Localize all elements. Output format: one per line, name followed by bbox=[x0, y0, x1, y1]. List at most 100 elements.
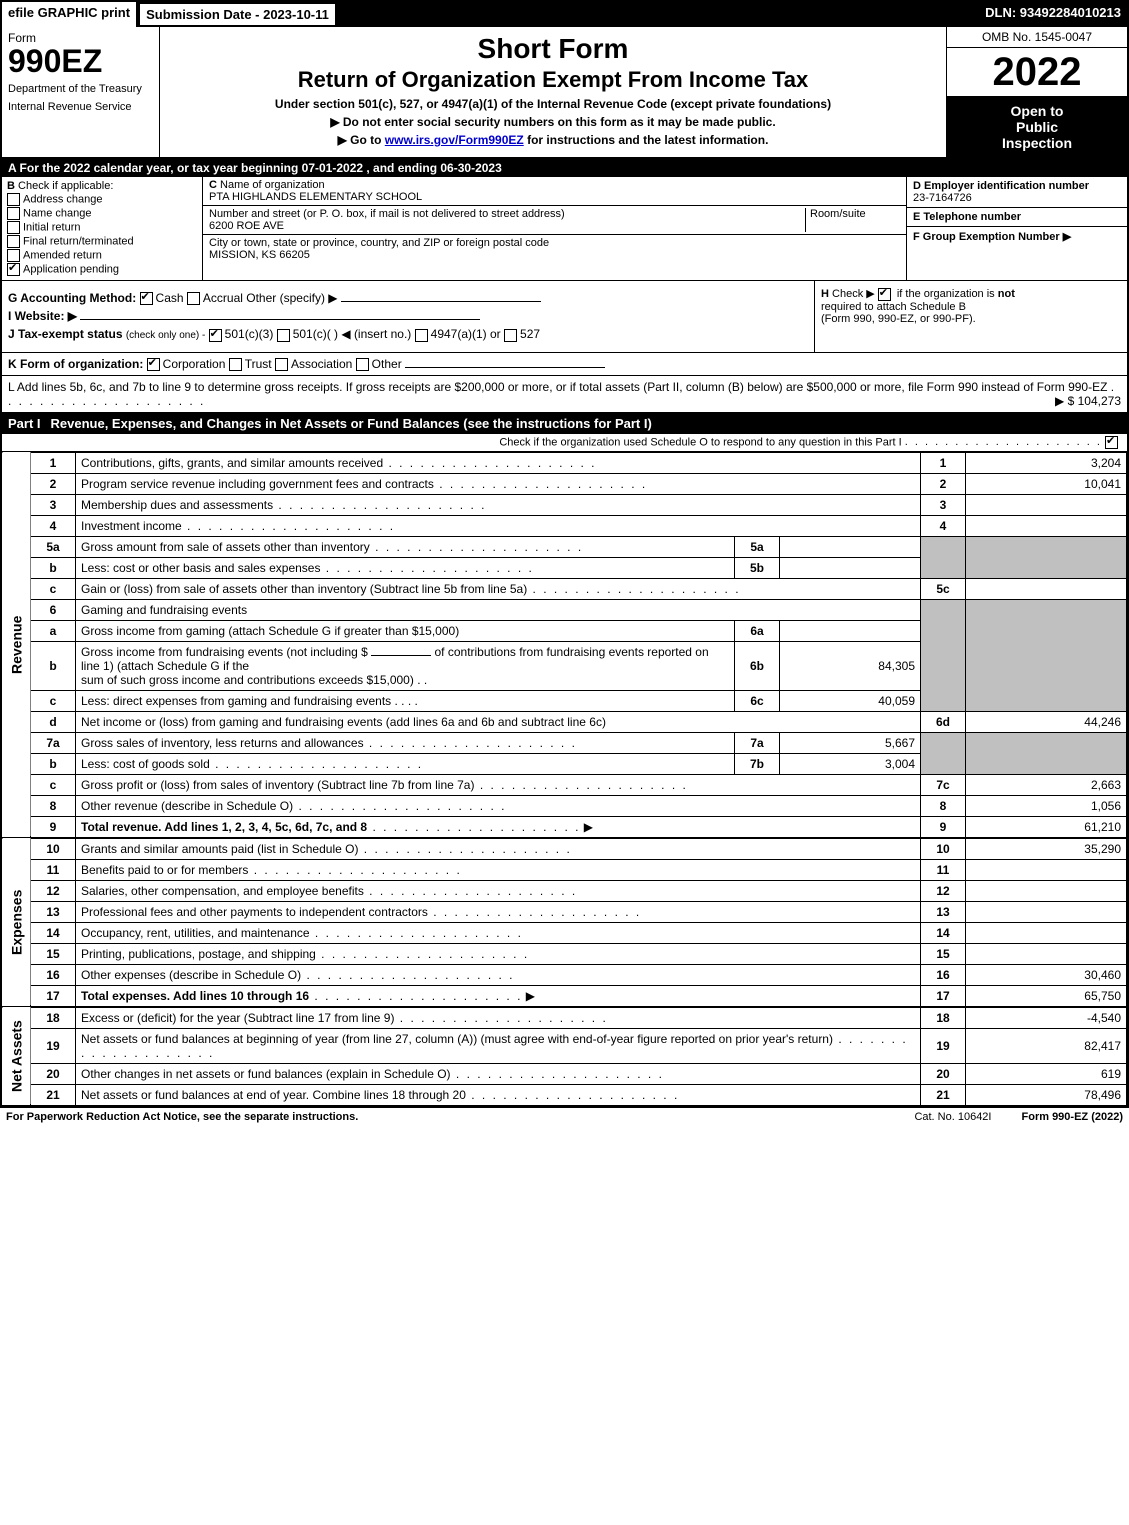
h-text1: Check ▶ bbox=[832, 288, 875, 300]
l-text: L Add lines 5b, 6c, and 7b to line 9 to … bbox=[8, 380, 1107, 394]
chk-schedule-b[interactable] bbox=[878, 288, 891, 301]
j-4947: 4947(a)(1) or bbox=[431, 327, 501, 341]
chk-name-change[interactable]: Name change bbox=[7, 207, 197, 220]
dept-treasury: Department of the Treasury bbox=[8, 83, 153, 95]
footer: For Paperwork Reduction Act Notice, see … bbox=[0, 1108, 1129, 1126]
d16t: Other expenses (describe in Schedule O) bbox=[81, 968, 301, 982]
gv5 bbox=[966, 536, 1127, 578]
d6b3: sum of such gross income and contributio… bbox=[81, 673, 414, 687]
d7c: Gross profit or (loss) from sales of inv… bbox=[76, 774, 921, 795]
chk-527[interactable] bbox=[504, 329, 517, 342]
v14 bbox=[966, 922, 1127, 943]
chk-initial-return[interactable]: Initial return bbox=[7, 221, 197, 234]
k-other-line[interactable] bbox=[405, 367, 605, 368]
street: 6200 ROE AVE bbox=[209, 220, 284, 232]
chk-amended-return[interactable]: Amended return bbox=[7, 249, 197, 262]
e-label: E Telephone number bbox=[913, 211, 1021, 223]
n7c: c bbox=[31, 774, 76, 795]
r3: 3 bbox=[921, 494, 966, 515]
g-cash: Cash bbox=[156, 291, 184, 305]
d13: Professional fees and other payments to … bbox=[76, 901, 921, 922]
instr-link: ▶ Go to www.irs.gov/Form990EZ for instru… bbox=[168, 133, 938, 147]
r5c: 5c bbox=[921, 578, 966, 599]
line-j: J Tax-exempt status (check only one) - 5… bbox=[8, 327, 808, 341]
line-a: A For the 2022 calendar year, or tax yea… bbox=[2, 159, 1127, 177]
g5 bbox=[921, 536, 966, 578]
d-label: D Employer identification number bbox=[913, 180, 1089, 192]
d5ct: Gain or (loss) from sale of assets other… bbox=[81, 582, 527, 596]
d6: Gaming and fundraising events bbox=[76, 599, 921, 620]
v21: 78,496 bbox=[966, 1084, 1127, 1105]
chk-cash[interactable] bbox=[140, 292, 153, 305]
r14: 14 bbox=[921, 922, 966, 943]
chk-application-pending[interactable]: Application pending bbox=[7, 263, 197, 276]
line-k: K Form of organization: Corporation Trus… bbox=[2, 353, 1127, 376]
dept-irs: Internal Revenue Service bbox=[8, 101, 153, 113]
line-12: 12 Salaries, other compensation, and emp… bbox=[2, 880, 1127, 901]
v2: 10,041 bbox=[966, 473, 1127, 494]
g-other-line[interactable] bbox=[341, 301, 541, 302]
chk-association[interactable] bbox=[275, 358, 288, 371]
n6d: d bbox=[31, 711, 76, 732]
line-21: 21 Net assets or fund balances at end of… bbox=[2, 1084, 1127, 1105]
sv6a bbox=[780, 620, 921, 641]
d11: Benefits paid to or for members bbox=[76, 859, 921, 880]
line-5a: 5a Gross amount from sale of assets othe… bbox=[2, 536, 1127, 557]
chk-schedule-o[interactable] bbox=[1105, 436, 1118, 449]
sn7a: 7a bbox=[735, 732, 780, 753]
line-9: 9 Total revenue. Add lines 1, 2, 3, 4, 5… bbox=[2, 816, 1127, 837]
instr-link-post: for instructions and the latest informat… bbox=[524, 133, 769, 147]
sn6c: 6c bbox=[735, 690, 780, 711]
chk-address-change[interactable]: Address change bbox=[7, 193, 197, 206]
d15t: Printing, publications, postage, and shi… bbox=[81, 947, 316, 961]
r20: 20 bbox=[921, 1063, 966, 1084]
f-label: F Group Exemption Number ▶ bbox=[913, 231, 1071, 243]
v16: 30,460 bbox=[966, 964, 1127, 985]
v1: 3,204 bbox=[966, 452, 1127, 473]
d15: Printing, publications, postage, and shi… bbox=[76, 943, 921, 964]
v3 bbox=[966, 494, 1127, 515]
n6a: a bbox=[31, 620, 76, 641]
d2: Program service revenue including govern… bbox=[76, 473, 921, 494]
website-line[interactable] bbox=[80, 319, 480, 320]
line-7a: 7a Gross sales of inventory, less return… bbox=[2, 732, 1127, 753]
chk-other-org[interactable] bbox=[356, 358, 369, 371]
row-city: City or town, state or province, country… bbox=[203, 235, 906, 263]
footer-left: For Paperwork Reduction Act Notice, see … bbox=[6, 1111, 884, 1123]
fr-post: (2022) bbox=[1088, 1111, 1123, 1123]
chk-501c[interactable] bbox=[277, 329, 290, 342]
chk-final-return[interactable]: Final return/terminated bbox=[7, 235, 197, 248]
d18t: Excess or (deficit) for the year (Subtra… bbox=[81, 1011, 394, 1025]
n18: 18 bbox=[31, 1007, 76, 1028]
g-other: Other (specify) ▶ bbox=[246, 291, 337, 305]
r16: 16 bbox=[921, 964, 966, 985]
irs-link[interactable]: www.irs.gov/Form990EZ bbox=[385, 133, 524, 147]
h-not: not bbox=[998, 288, 1015, 300]
chk-trust[interactable] bbox=[229, 358, 242, 371]
r10: 10 bbox=[921, 838, 966, 859]
chk-accrual[interactable] bbox=[187, 292, 200, 305]
chk-label-3: Final return/terminated bbox=[23, 235, 134, 247]
n8: 8 bbox=[31, 795, 76, 816]
col-b: B Check if applicable: Address change Na… bbox=[2, 177, 203, 280]
expenses-table: Expenses 10 Grants and similar amounts p… bbox=[2, 838, 1127, 1007]
chk-4947[interactable] bbox=[415, 329, 428, 342]
chk-corporation[interactable] bbox=[147, 358, 160, 371]
room-suite: Room/suite bbox=[805, 208, 900, 232]
d3t: Membership dues and assessments bbox=[81, 498, 273, 512]
d5b: Less: cost or other basis and sales expe… bbox=[76, 557, 735, 578]
d5bt: Less: cost or other basis and sales expe… bbox=[81, 561, 320, 575]
v20: 619 bbox=[966, 1063, 1127, 1084]
d6b: Gross income from fundraising events (no… bbox=[76, 641, 735, 690]
line-6: 6 Gaming and fundraising events bbox=[2, 599, 1127, 620]
d14: Occupancy, rent, utilities, and maintena… bbox=[76, 922, 921, 943]
chk-501c3[interactable] bbox=[209, 329, 222, 342]
r2: 2 bbox=[921, 473, 966, 494]
r1: 1 bbox=[921, 452, 966, 473]
n15: 15 bbox=[31, 943, 76, 964]
tax-year: 2022 bbox=[947, 48, 1127, 97]
d6b-blank[interactable] bbox=[371, 655, 431, 656]
block-bcdef: B Check if applicable: Address change Na… bbox=[2, 177, 1127, 281]
j-501c: 501(c)( ) ◀ (insert no.) bbox=[293, 327, 412, 341]
v8: 1,056 bbox=[966, 795, 1127, 816]
